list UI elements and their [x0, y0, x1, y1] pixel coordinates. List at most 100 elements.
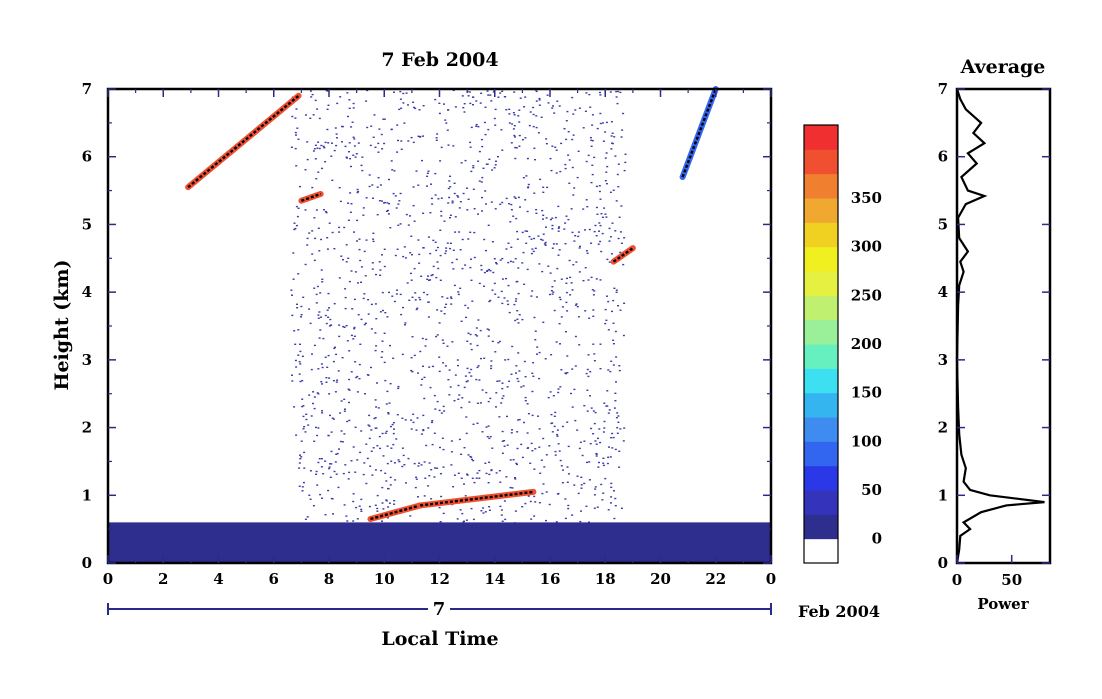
noise-speck	[545, 491, 548, 493]
noise-speck	[401, 465, 404, 468]
noise-speck	[345, 244, 348, 246]
noise-speck	[558, 249, 561, 251]
noise-speck	[551, 431, 554, 433]
noise-speck	[508, 311, 511, 314]
noise-speck	[611, 432, 614, 435]
noise-speck	[603, 207, 606, 209]
colorbar-cell	[804, 319, 838, 345]
noise-speck	[566, 466, 569, 468]
noise-speck	[322, 337, 325, 340]
noise-speck	[321, 497, 323, 499]
noise-speck	[590, 242, 593, 244]
noise-speck	[443, 313, 446, 315]
y-tick-label: 6	[82, 148, 92, 166]
noise-speck	[448, 369, 451, 371]
noise-speck	[524, 502, 527, 505]
noise-speck	[451, 200, 454, 202]
noise-speck	[620, 136, 623, 138]
noise-speck	[622, 440, 625, 442]
noise-speck	[371, 268, 374, 270]
noise-speck	[518, 109, 521, 111]
average-background	[957, 89, 1050, 563]
noise-speck	[328, 325, 331, 327]
noise-speck	[551, 224, 554, 227]
noise-speck	[482, 512, 485, 514]
heatmap-cell	[681, 88, 717, 178]
noise-speck	[422, 365, 424, 367]
noise-speck	[348, 142, 351, 144]
noise-speck	[317, 427, 320, 429]
noise-speck	[565, 301, 568, 304]
noise-speck	[434, 467, 436, 469]
noise-speck	[311, 230, 314, 232]
noise-speck	[360, 498, 363, 501]
noise-speck	[527, 447, 530, 449]
noise-speck	[478, 180, 481, 182]
noise-speck	[385, 499, 388, 501]
noise-speck	[491, 447, 494, 449]
noise-speck	[401, 447, 404, 449]
noise-speck	[463, 103, 466, 105]
noise-speck	[298, 467, 301, 469]
noise-speck	[588, 317, 591, 319]
noise-speck	[598, 190, 601, 193]
noise-speck	[606, 390, 609, 392]
noise-speck	[326, 309, 329, 311]
noise-speck	[505, 476, 508, 478]
noise-speck	[299, 363, 302, 365]
noise-speck	[517, 380, 520, 383]
noise-speck	[324, 356, 327, 358]
noise-speck	[321, 366, 324, 369]
noise-speck	[552, 105, 554, 107]
noise-speck	[463, 386, 466, 389]
noise-speck	[410, 279, 413, 281]
noise-speck	[604, 131, 607, 133]
noise-speck	[414, 107, 417, 110]
noise-speck	[308, 308, 311, 310]
noise-speck	[422, 429, 425, 432]
noise-speck	[353, 326, 356, 329]
noise-speck	[440, 412, 443, 414]
noise-speck	[523, 360, 526, 363]
x-tick-label: 14	[484, 570, 505, 588]
noise-speck	[622, 334, 625, 337]
noise-speck	[515, 365, 518, 367]
noise-speck	[299, 458, 302, 460]
noise-speck	[569, 294, 572, 296]
noise-speck	[412, 186, 415, 188]
noise-speck	[574, 304, 577, 306]
noise-speck	[513, 196, 516, 198]
noise-speck	[566, 310, 569, 312]
noise-speck	[488, 506, 491, 508]
noise-speck	[324, 141, 327, 144]
noise-speck	[297, 207, 300, 209]
noise-speck	[381, 520, 383, 522]
noise-speck	[538, 263, 541, 265]
noise-speck	[315, 293, 318, 296]
noise-speck	[519, 97, 522, 99]
noise-speck	[503, 440, 506, 442]
noise-speck	[311, 93, 314, 96]
noise-speck	[549, 391, 552, 393]
noise-speck	[610, 135, 613, 137]
noise-speck	[567, 131, 570, 133]
noise-speck	[535, 209, 538, 211]
noise-speck	[612, 299, 615, 302]
noise-speck	[368, 425, 371, 427]
noise-speck	[385, 480, 388, 482]
noise-speck	[326, 366, 329, 368]
noise-speck	[345, 515, 348, 517]
noise-speck	[564, 243, 567, 245]
noise-speck	[396, 248, 399, 250]
noise-speck	[389, 425, 392, 428]
noise-speck	[392, 422, 395, 424]
noise-speck	[381, 351, 384, 353]
noise-speck	[593, 353, 596, 355]
noise-speck	[446, 129, 449, 131]
noise-speck	[533, 495, 536, 498]
noise-speck	[438, 112, 441, 115]
noise-speck	[366, 89, 369, 92]
noise-speck	[578, 247, 581, 249]
noise-speck	[522, 385, 525, 387]
